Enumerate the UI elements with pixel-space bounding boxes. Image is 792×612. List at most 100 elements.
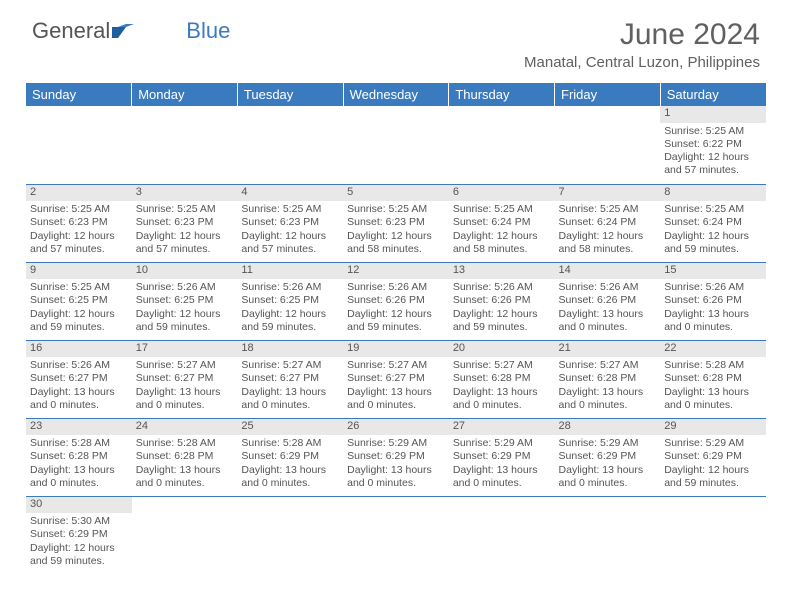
daylight-text: Daylight: 13 hours and 0 minutes. [559,386,657,412]
calendar-day-cell [26,106,132,184]
day-details: Sunrise: 5:29 AMSunset: 6:29 PMDaylight:… [449,435,555,492]
calendar-day-cell: 15Sunrise: 5:26 AMSunset: 6:26 PMDayligh… [660,262,766,340]
sunset-text: Sunset: 6:28 PM [453,372,551,385]
day-number: 19 [343,341,449,358]
calendar-week-row: 2Sunrise: 5:25 AMSunset: 6:23 PMDaylight… [26,184,766,262]
day-details: Sunrise: 5:25 AMSunset: 6:25 PMDaylight:… [26,279,132,336]
sunrise-text: Sunrise: 5:27 AM [347,359,445,372]
sunrise-text: Sunrise: 5:26 AM [664,281,762,294]
calendar-day-cell: 11Sunrise: 5:26 AMSunset: 6:25 PMDayligh… [237,262,343,340]
day-header: Friday [555,83,661,106]
sunrise-text: Sunrise: 5:26 AM [30,359,128,372]
sunrise-text: Sunrise: 5:26 AM [453,281,551,294]
day-number: 29 [660,419,766,436]
logo-text-general: General [32,18,110,44]
daylight-text: Daylight: 13 hours and 0 minutes. [664,308,762,334]
calendar-table: Sunday Monday Tuesday Wednesday Thursday… [26,83,766,574]
day-number: 28 [555,419,661,436]
day-details: Sunrise: 5:29 AMSunset: 6:29 PMDaylight:… [660,435,766,492]
day-number: 10 [132,263,238,280]
sunrise-text: Sunrise: 5:25 AM [664,125,762,138]
day-number: 20 [449,341,555,358]
sunset-text: Sunset: 6:29 PM [453,450,551,463]
calendar-day-cell [132,496,238,574]
logo: General Blue [32,18,230,44]
daylight-text: Daylight: 13 hours and 0 minutes. [559,464,657,490]
sunrise-text: Sunrise: 5:25 AM [347,203,445,216]
sunset-text: Sunset: 6:28 PM [559,372,657,385]
calendar-day-cell: 22Sunrise: 5:28 AMSunset: 6:28 PMDayligh… [660,340,766,418]
calendar-day-cell: 17Sunrise: 5:27 AMSunset: 6:27 PMDayligh… [132,340,238,418]
day-details: Sunrise: 5:27 AMSunset: 6:28 PMDaylight:… [449,357,555,414]
daylight-text: Daylight: 12 hours and 59 minutes. [664,464,762,490]
calendar-day-cell: 19Sunrise: 5:27 AMSunset: 6:27 PMDayligh… [343,340,449,418]
sunset-text: Sunset: 6:26 PM [559,294,657,307]
sunset-text: Sunset: 6:23 PM [241,216,339,229]
day-details: Sunrise: 5:26 AMSunset: 6:26 PMDaylight:… [555,279,661,336]
day-details: Sunrise: 5:26 AMSunset: 6:27 PMDaylight:… [26,357,132,414]
daylight-text: Daylight: 12 hours and 59 minutes. [241,308,339,334]
day-number: 27 [449,419,555,436]
sunset-text: Sunset: 6:27 PM [30,372,128,385]
sunrise-text: Sunrise: 5:27 AM [136,359,234,372]
sunrise-text: Sunrise: 5:28 AM [136,437,234,450]
day-details: Sunrise: 5:26 AMSunset: 6:25 PMDaylight:… [237,279,343,336]
calendar-day-cell: 23Sunrise: 5:28 AMSunset: 6:28 PMDayligh… [26,418,132,496]
day-number: 3 [132,185,238,202]
calendar-day-cell [237,106,343,184]
sunset-text: Sunset: 6:24 PM [453,216,551,229]
day-details: Sunrise: 5:27 AMSunset: 6:28 PMDaylight:… [555,357,661,414]
day-header: Monday [132,83,238,106]
sunrise-text: Sunrise: 5:28 AM [241,437,339,450]
sunset-text: Sunset: 6:26 PM [664,294,762,307]
day-details: Sunrise: 5:25 AMSunset: 6:24 PMDaylight:… [555,201,661,258]
day-header: Wednesday [343,83,449,106]
sunrise-text: Sunrise: 5:25 AM [559,203,657,216]
sunrise-text: Sunrise: 5:25 AM [241,203,339,216]
day-details: Sunrise: 5:26 AMSunset: 6:26 PMDaylight:… [449,279,555,336]
sunset-text: Sunset: 6:27 PM [241,372,339,385]
day-details: Sunrise: 5:25 AMSunset: 6:23 PMDaylight:… [26,201,132,258]
sunrise-text: Sunrise: 5:28 AM [664,359,762,372]
daylight-text: Daylight: 12 hours and 57 minutes. [30,230,128,256]
sunrise-text: Sunrise: 5:26 AM [241,281,339,294]
calendar-day-cell [237,496,343,574]
day-number: 11 [237,263,343,280]
sunset-text: Sunset: 6:25 PM [136,294,234,307]
calendar-day-cell [555,106,661,184]
calendar-day-cell: 27Sunrise: 5:29 AMSunset: 6:29 PMDayligh… [449,418,555,496]
day-number: 9 [26,263,132,280]
day-number: 30 [26,497,132,514]
daylight-text: Daylight: 13 hours and 0 minutes. [664,386,762,412]
daylight-text: Daylight: 12 hours and 59 minutes. [30,308,128,334]
day-header: Tuesday [237,83,343,106]
calendar-day-cell: 3Sunrise: 5:25 AMSunset: 6:23 PMDaylight… [132,184,238,262]
day-number: 16 [26,341,132,358]
calendar-week-row: 9Sunrise: 5:25 AMSunset: 6:25 PMDaylight… [26,262,766,340]
calendar-day-cell: 13Sunrise: 5:26 AMSunset: 6:26 PMDayligh… [449,262,555,340]
sunset-text: Sunset: 6:27 PM [347,372,445,385]
sunrise-text: Sunrise: 5:27 AM [241,359,339,372]
calendar-day-cell [343,496,449,574]
day-number: 15 [660,263,766,280]
logo-flag-icon [112,18,134,44]
day-details: Sunrise: 5:26 AMSunset: 6:25 PMDaylight:… [132,279,238,336]
day-number: 14 [555,263,661,280]
sunset-text: Sunset: 6:23 PM [136,216,234,229]
sunset-text: Sunset: 6:28 PM [136,450,234,463]
calendar-day-cell: 26Sunrise: 5:29 AMSunset: 6:29 PMDayligh… [343,418,449,496]
sunrise-text: Sunrise: 5:25 AM [664,203,762,216]
day-header: Sunday [26,83,132,106]
day-number: 25 [237,419,343,436]
title-block: June 2024 Manatal, Central Luzon, Philip… [524,18,760,71]
daylight-text: Daylight: 13 hours and 0 minutes. [136,386,234,412]
sunrise-text: Sunrise: 5:26 AM [347,281,445,294]
sunrise-text: Sunrise: 5:25 AM [453,203,551,216]
calendar-day-cell: 28Sunrise: 5:29 AMSunset: 6:29 PMDayligh… [555,418,661,496]
sunset-text: Sunset: 6:22 PM [664,138,762,151]
calendar-day-cell: 2Sunrise: 5:25 AMSunset: 6:23 PMDaylight… [26,184,132,262]
calendar-day-cell: 12Sunrise: 5:26 AMSunset: 6:26 PMDayligh… [343,262,449,340]
sunset-text: Sunset: 6:25 PM [241,294,339,307]
day-number: 17 [132,341,238,358]
sunset-text: Sunset: 6:29 PM [241,450,339,463]
